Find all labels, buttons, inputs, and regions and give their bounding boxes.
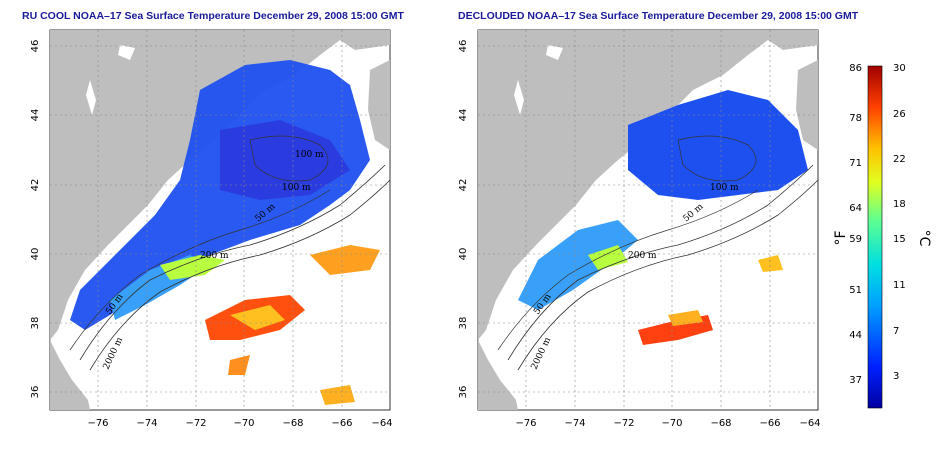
left-y-tick: 36 <box>30 386 41 399</box>
right-y-axis: 46 44 42 40 38 36 <box>458 40 469 399</box>
left-sst-map: 100 m 100 m 50 m 200 m 50 m 2000 m −76 −… <box>30 29 393 429</box>
left-x-tick: −66 <box>331 418 352 429</box>
left-x-tick: −64 <box>371 418 392 429</box>
fahrenheit-scale: 86 78 71 64 59 51 44 37 <box>849 63 862 386</box>
left-contour-label-100m-a: 100 m <box>295 150 324 160</box>
right-warm-band <box>588 245 628 270</box>
left-x-tick: −72 <box>185 418 206 429</box>
right-contour-label-100m: 100 m <box>710 183 739 193</box>
left-contour-2000m <box>89 179 391 371</box>
c-tick: 3 <box>893 371 899 382</box>
c-tick: 26 <box>893 109 906 120</box>
sst-colorbar: 86 78 71 64 59 51 44 37 30 26 22 18 15 1… <box>833 63 932 409</box>
colorbar-gradient <box>867 65 883 409</box>
left-contour-50m <box>69 189 331 351</box>
left-gulf-stream-edge <box>230 305 285 330</box>
left-grid <box>50 30 390 410</box>
f-tick: 78 <box>849 113 862 124</box>
right-contour-200m <box>507 164 814 361</box>
left-y-tick: 44 <box>30 109 41 122</box>
right-x-axis: −76 −74 −72 −70 −68 −66 −64 <box>515 418 820 429</box>
f-tick: 37 <box>849 375 862 386</box>
left-contour-100m <box>249 135 329 182</box>
right-contour-label-200m: 200 m <box>628 251 657 261</box>
right-y-tick: 38 <box>458 317 469 330</box>
left-warm-patch-south <box>320 385 355 405</box>
right-y-tick: 44 <box>458 109 469 122</box>
right-mid-shelf <box>518 220 638 310</box>
f-tick: 44 <box>849 330 862 341</box>
left-warm-patch <box>228 355 250 375</box>
f-tick: 86 <box>849 63 862 74</box>
left-y-tick: 46 <box>30 40 41 53</box>
f-tick: 64 <box>849 203 862 214</box>
c-tick: 22 <box>893 154 906 165</box>
right-contour-50m <box>497 189 759 351</box>
left-contour-label-200m: 200 m <box>200 251 229 261</box>
right-map-title: DECLOUDED NOAA–17 Sea Surface Temperatur… <box>458 10 859 22</box>
f-tick: 51 <box>849 285 862 296</box>
left-x-axis: −76 −74 −72 −70 −68 −66 −64 <box>87 418 392 429</box>
right-sst-map: 100 m 50 m 200 m 50 m 2000 m −76 −74 −72… <box>458 29 821 429</box>
left-contour-200m <box>79 164 386 361</box>
left-x-tick: −70 <box>233 418 254 429</box>
left-contour-label-100m-b: 100 m <box>282 183 311 193</box>
left-x-tick: −76 <box>87 418 108 429</box>
left-warm-eddy-east <box>310 245 380 275</box>
celsius-scale: 30 26 22 18 15 11 7 3 <box>893 63 906 382</box>
right-y-tick: 40 <box>458 248 469 261</box>
left-y-axis: 46 44 42 40 38 36 <box>30 40 41 399</box>
right-x-tick: −72 <box>613 418 634 429</box>
left-gulf-maine <box>220 120 350 200</box>
c-tick: 15 <box>893 234 906 245</box>
c-tick: 30 <box>893 63 906 74</box>
right-warm-eddy-east <box>758 255 783 272</box>
left-y-tick: 38 <box>30 317 41 330</box>
right-y-tick: 46 <box>458 40 469 53</box>
f-tick: 71 <box>849 158 862 169</box>
left-x-tick: −74 <box>136 418 157 429</box>
right-x-tick: −66 <box>759 418 780 429</box>
right-contour-100m <box>677 135 757 182</box>
left-map-title: RU COOL NOAA–17 Sea Surface Temperature … <box>22 10 404 22</box>
left-warm-band <box>160 255 225 280</box>
right-y-tick: 42 <box>458 179 469 192</box>
right-cold-shelf <box>628 90 808 200</box>
c-tick: 7 <box>893 326 899 337</box>
right-x-tick: −74 <box>564 418 585 429</box>
right-x-tick: −70 <box>661 418 682 429</box>
left-x-tick: −68 <box>282 418 303 429</box>
right-grid <box>478 30 818 410</box>
right-x-tick: −64 <box>799 418 820 429</box>
left-y-tick: 42 <box>30 179 41 192</box>
f-tick: 59 <box>849 234 862 245</box>
right-contour-2000m <box>517 179 819 371</box>
right-gulf-stream-edge <box>668 310 703 326</box>
right-x-tick: −76 <box>515 418 536 429</box>
c-tick: 11 <box>893 280 906 291</box>
right-y-tick: 36 <box>458 386 469 399</box>
fahrenheit-unit: °F <box>833 230 849 245</box>
c-tick: 18 <box>893 199 906 210</box>
celsius-unit: °C <box>916 230 932 247</box>
left-y-tick: 40 <box>30 248 41 261</box>
right-x-tick: −68 <box>710 418 731 429</box>
